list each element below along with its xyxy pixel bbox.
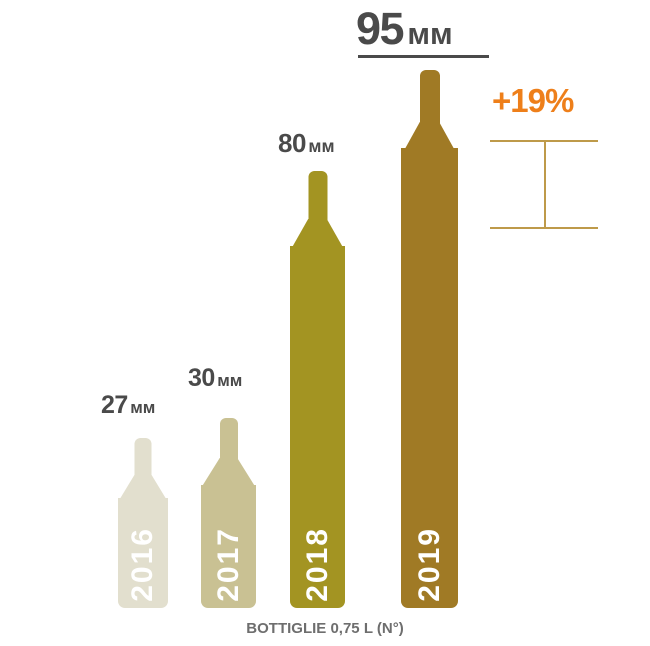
value-unit-2019: мм — [407, 17, 453, 51]
value-label-2019: 95 мм — [356, 6, 453, 51]
bottle-year-wrap-2016: 2016 — [118, 527, 168, 602]
chart-caption: BOTTIGLIE 0,75 L (N°) — [246, 620, 404, 637]
growth-percentage-label: +19% — [492, 82, 574, 119]
bottle-body-2019: 2019 — [401, 148, 458, 608]
bottle-year-label-2018: 2018 — [300, 527, 334, 602]
bottle-body-2018: 2018 — [290, 246, 345, 608]
bottle-year-label-2016: 2016 — [126, 527, 159, 602]
bottle-year-label-2019: 2019 — [412, 527, 446, 602]
bottle-neck-2018 — [308, 171, 327, 231]
bottle-year-wrap-2019: 2019 — [401, 527, 458, 602]
value-number-2018: 80 — [278, 128, 306, 158]
bottle-neck-2016 — [134, 438, 152, 484]
value-number-2019: 95 — [356, 3, 405, 54]
bar-bottle-2019: 2019 — [401, 70, 458, 608]
value-label-2017: 30 мм — [188, 366, 242, 391]
value-unit-2017: мм — [217, 371, 243, 390]
bottle-year-label-2017: 2017 — [211, 527, 245, 602]
bar-bottle-2017: 2017 — [201, 418, 256, 608]
bar-bottle-2018: 2018 — [290, 171, 345, 608]
value-label-2018: 80 мм — [278, 130, 335, 156]
bottle-body-2017: 2017 — [201, 485, 256, 608]
headline-underline — [358, 55, 489, 58]
value-label-2016: 27 мм — [101, 393, 155, 418]
bottle-year-wrap-2018: 2018 — [290, 527, 345, 602]
value-number-2017: 30 — [188, 364, 215, 392]
growth-bracket-bottom-line — [490, 227, 598, 229]
bottle-year-wrap-2017: 2017 — [201, 527, 256, 602]
value-unit-2018: мм — [308, 136, 335, 156]
bottle-shoulder-2017 — [201, 458, 256, 488]
bar-bottle-2016: 2016 — [118, 438, 168, 608]
bottle-neck-2019 — [419, 70, 440, 134]
growth-bracket-stem — [544, 140, 546, 229]
bottle-neck-2017 — [219, 418, 238, 468]
value-number-2016: 27 — [101, 391, 128, 419]
value-unit-2016: мм — [130, 398, 156, 417]
bottle-body-2016: 2016 — [118, 498, 168, 608]
